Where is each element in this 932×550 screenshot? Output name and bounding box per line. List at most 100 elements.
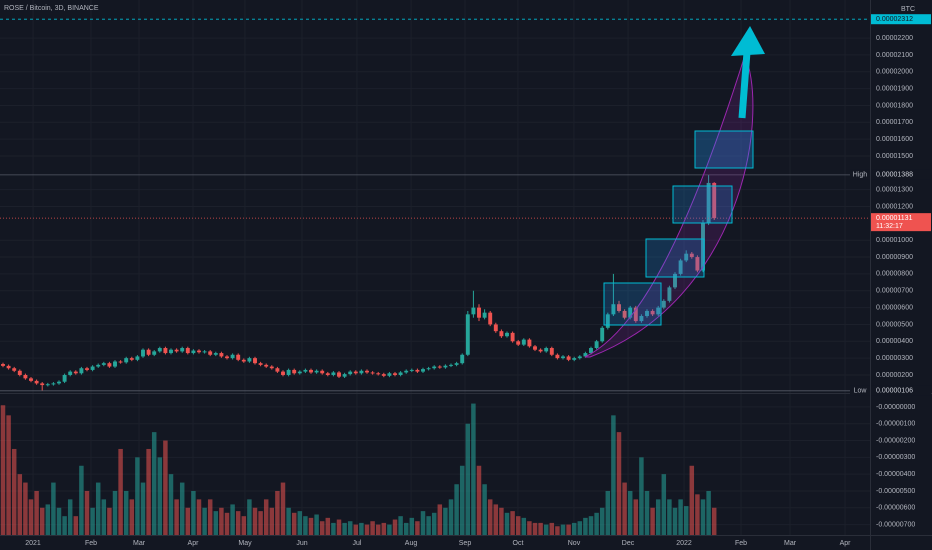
volume-tick-label: -0.00000000 [876,404,915,411]
arrow-shaft [738,51,751,119]
candle-body [124,358,129,363]
candle-body [499,331,504,337]
volume-bar [437,504,443,535]
y-tick-label: 0.00002000 [876,69,913,76]
volume-bar [560,524,566,535]
volume-bar [140,482,146,535]
volume-bar [599,507,605,535]
candle-body [622,310,627,318]
candle-body [678,260,683,274]
candle-body [577,356,582,359]
candle-body [225,356,229,359]
volume-bar [196,499,202,535]
volume-bar [431,512,437,535]
volume-bar [476,465,482,535]
volume-bar [616,432,622,535]
volume-bar [706,490,711,535]
candle-body [286,369,291,375]
volume-bar [622,482,627,535]
volume-bar [448,499,454,535]
last-countdown: 11:32:17 [876,223,903,230]
volume-bar [644,490,650,535]
candle-body [62,374,67,382]
y-tick-label: 0.00001700 [876,119,913,126]
candle-body [376,373,381,375]
volume-tick-label: -0.00000400 [876,471,915,478]
x-tick-label: Apr [188,540,200,547]
x-tick-label: Feb [735,540,747,547]
volume-bar [695,494,700,535]
y-tick-label: 0.00001900 [876,85,913,92]
volume-bar [23,482,28,535]
candle-body [505,332,509,337]
volume-bar [202,507,207,535]
volume-bar [678,499,683,535]
candle-body [544,348,549,352]
volume-bar [353,524,359,535]
volume-bar [392,519,398,535]
candle-body [516,341,521,345]
candle-body [331,372,336,375]
candle-body [129,358,134,360]
volume-bar [347,521,353,535]
candle-body [17,370,22,375]
volume-bar [482,484,487,535]
volume-bar [129,499,135,535]
volume-bar [297,511,303,535]
candle-body [68,371,73,375]
x-tick-label: 2021 [25,540,41,547]
candle-body [169,349,173,354]
volume-bar [62,516,67,535]
target-label: 0.00002312 [876,16,913,23]
volume-bar [672,507,678,535]
candle-body [600,327,605,342]
candle-body [297,371,302,374]
volume-bar [543,524,549,535]
volume-bar [79,465,84,535]
volume-bar [375,524,381,535]
volume-bar [291,512,297,535]
volume-bar [95,482,101,535]
candle-body [409,369,414,371]
volume-bar [275,490,280,535]
volume-bar [359,522,364,535]
candle-body [353,371,358,374]
volume-bar [314,514,319,535]
x-tick-label: Feb [85,540,97,547]
volume-bar [689,465,695,535]
candle-body [404,370,409,373]
volume-bar [611,415,616,535]
volume-bar [123,490,129,535]
x-tick-label: Oct [513,540,524,547]
candle-body [163,348,168,354]
candle-body [633,307,638,322]
volume-bar [415,521,420,535]
candle-body [79,368,84,374]
y-tick-label: 0.00000800 [876,271,913,278]
low-label: 0.00000106 [876,388,913,395]
volume-bar [241,516,247,535]
volume-bar [179,482,185,535]
volume-bar [224,512,230,535]
candle-body [202,351,207,353]
volume-bar [219,507,224,535]
volume-bar [28,499,34,535]
x-tick-label: 2022 [676,540,692,547]
candle-body [706,182,711,224]
candle-body [348,371,353,375]
high-name: High [853,172,868,179]
volume-bar [118,448,123,535]
candle-body [393,373,397,375]
candle-body [12,368,17,371]
candle-body [107,363,112,367]
candle-body [661,300,666,308]
candle-body [387,373,392,376]
volume-bar [157,457,163,535]
candle-body [230,354,235,359]
volume-bar [319,521,325,535]
volume-bar [527,521,532,535]
candle-body [639,316,644,322]
low-name-box [850,385,870,396]
candle-body [73,371,78,374]
